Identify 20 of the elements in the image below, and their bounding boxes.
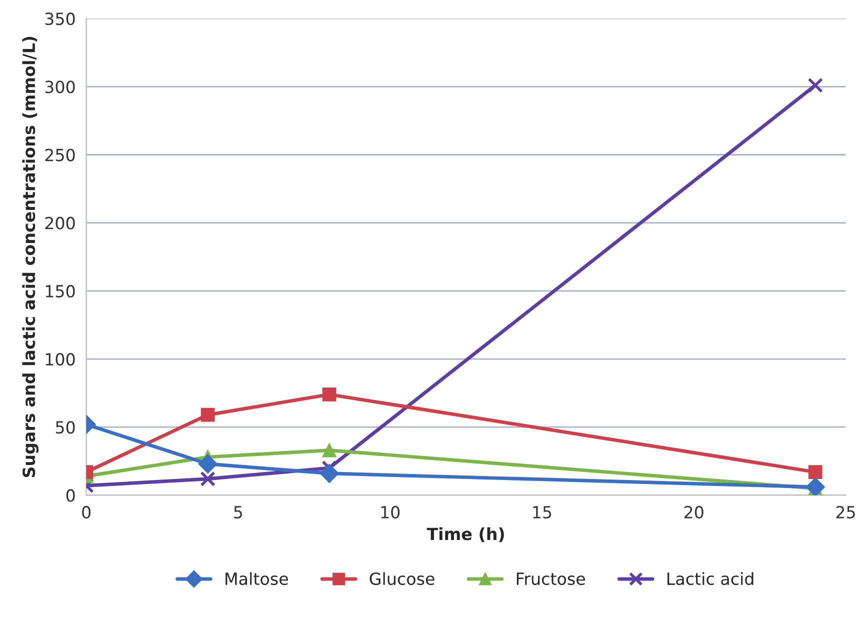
y-tick-label: 100 (46, 352, 75, 366)
x-axis-title: Time (h) (426, 527, 504, 542)
legend-label: Glucose (370, 572, 434, 586)
x-tick-label: 10 (381, 506, 400, 519)
y-tick-label: 50 (56, 421, 75, 434)
x-tick-label: 25 (836, 506, 855, 519)
x-tick-label: 0 (82, 506, 90, 519)
y-tick-label: 300 (45, 80, 75, 94)
legend-label: Maltose (226, 572, 288, 586)
legend-label: Fructose (516, 572, 585, 586)
y-tick-label: 200 (45, 216, 75, 230)
x-tick-label: 5 (234, 506, 242, 519)
legend-label: Lactic acid (668, 572, 754, 586)
y-tick-label: 150 (46, 284, 75, 298)
y-tick-label: 350 (45, 12, 75, 26)
x-tick-label: 20 (684, 506, 704, 519)
y-tick-label: 0 (66, 489, 75, 502)
x-tick-label: 15 (533, 506, 552, 519)
y-tick-label: 250 (45, 148, 75, 162)
y-axis-title: Sugars and lactic acid concentrations (mmol/L) (22, 36, 39, 478)
